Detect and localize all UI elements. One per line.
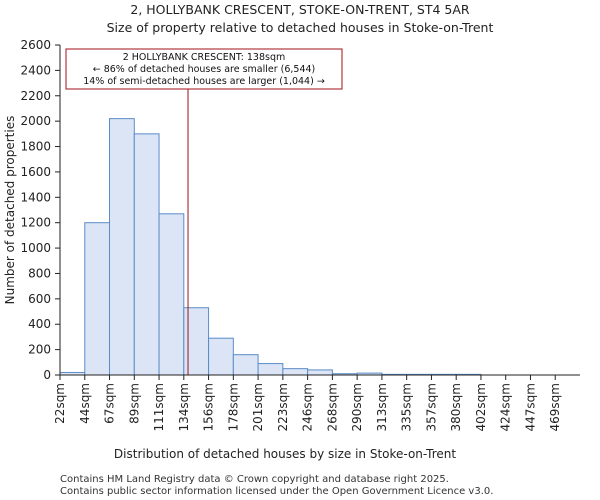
y-tick-label-1000: 1000: [20, 241, 51, 255]
x-tick-label-469sqm: 469sqm: [548, 383, 562, 431]
x-tick-label-111sqm: 111sqm: [152, 383, 166, 431]
x-tick-label-44sqm: 44sqm: [78, 383, 92, 424]
x-tick-label-22sqm: 22sqm: [53, 383, 67, 424]
x-tick-label-134sqm: 134sqm: [177, 383, 191, 431]
y-tick-label-600: 600: [28, 292, 51, 306]
x-tick-label-201sqm: 201sqm: [251, 383, 265, 431]
bar-201sqm: [257, 363, 284, 376]
x-tick-label-424sqm: 424sqm: [499, 383, 513, 431]
y-tick-label-200: 200: [28, 343, 51, 357]
x-tick-label-290sqm: 290sqm: [350, 383, 364, 431]
x-tick-label-335sqm: 335sqm: [400, 383, 414, 431]
chart-subtitle: Size of property relative to detached ho…: [107, 20, 494, 35]
bar-156sqm: [208, 337, 234, 376]
x-tick-label-380sqm: 380sqm: [449, 383, 463, 431]
bar-67sqm: [109, 118, 135, 376]
y-tick-label-1800: 1800: [20, 140, 51, 154]
bar-111sqm: [158, 213, 185, 376]
y-tick-label-0: 0: [43, 368, 51, 382]
x-tick-label-268sqm: 268sqm: [325, 383, 339, 431]
x-tick-label-223sqm: 223sqm: [276, 383, 290, 431]
y-tick-label-2600: 2600: [20, 38, 51, 52]
y-axis: 0 200 400 600 800 1000 1200 1400 1600 1800 2000 220…: [20, 38, 61, 382]
y-axis-label: Number of detached properties: [3, 116, 17, 305]
x-tick-label-447sqm: 447sqm: [523, 383, 537, 431]
footer-line2: Contains public sector information licen…: [60, 486, 493, 497]
bar-44sqm: [84, 222, 111, 376]
x-tick-label-156sqm: 156sqm: [202, 383, 216, 431]
x-tick-label-246sqm: 246sqm: [301, 383, 315, 431]
x-tick-label-313sqm: 313sqm: [375, 383, 389, 431]
chart-title: 2, HOLLYBANK CRESCENT, STOKE-ON-TRENT, S…: [130, 2, 470, 17]
y-tick-label-800: 800: [28, 266, 51, 280]
x-tick-label-89sqm: 89sqm: [127, 383, 141, 424]
annotation-line3: 14% of semi-detached houses are larger (…: [83, 76, 325, 87]
bar-246sqm: [307, 369, 333, 376]
x-axis-label: Distribution of detached houses by size …: [114, 447, 456, 461]
y-tick-label-2000: 2000: [20, 114, 51, 128]
y-tick-label-1400: 1400: [20, 190, 51, 204]
x-tick-label-357sqm: 357sqm: [424, 383, 438, 431]
footer-line1: Contains HM Land Registry data © Crown c…: [60, 474, 449, 485]
y-tick-label-1200: 1200: [20, 216, 51, 230]
bar-89sqm: [133, 133, 160, 376]
x-tick-label-67sqm: 67sqm: [103, 383, 117, 424]
y-tick-label-2200: 2200: [20, 89, 51, 103]
annotation-border: [65, 48, 343, 90]
y-tick-label-400: 400: [28, 317, 51, 331]
annotation-line1: 2 HOLLYBANK CRESCENT: 138sqm: [123, 52, 286, 63]
annotation-box: 2 HOLLYBANK CRESCENT: 138sqm ← 86% of de…: [65, 48, 343, 90]
x-axis: 22sqm 44sqm 67sqm 89sqm 111sqm 134sqm 156sqm 17…: [53, 374, 580, 431]
bar-223sqm: [282, 368, 309, 376]
x-tick-label-178sqm: 178sqm: [226, 383, 240, 431]
x-tick-label-402sqm: 402sqm: [474, 383, 488, 431]
y-tick-label-2400: 2400: [20, 63, 51, 77]
y-tick-label-1600: 1600: [20, 165, 51, 179]
bar-178sqm: [232, 354, 259, 376]
annotation-line2: ← 86% of detached houses are smaller (6,…: [93, 64, 316, 75]
